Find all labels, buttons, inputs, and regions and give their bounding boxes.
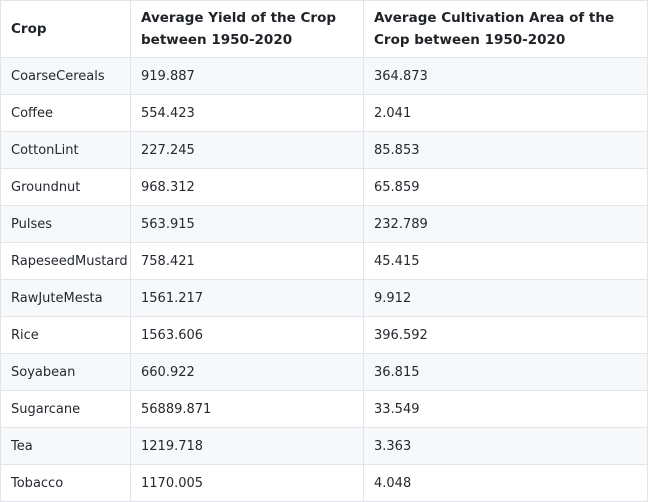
- yield-cell: 1170.005: [130, 464, 364, 502]
- yield-cell: 56889.871: [130, 390, 364, 428]
- crop-cell: RapeseedMustard: [0, 242, 131, 280]
- table-row: Sugarcane 56889.871 33.549: [0, 390, 648, 428]
- header-average-cultivation-area: Average Cultivation Area of the Crop bet…: [363, 0, 648, 58]
- header-average-yield: Average Yield of the Crop between 1950-2…: [130, 0, 364, 58]
- header-crop: Crop: [0, 0, 131, 58]
- table-row: CottonLint 227.245 85.853: [0, 131, 648, 169]
- table-row: Groundnut 968.312 65.859: [0, 168, 648, 206]
- area-cell: 232.789: [363, 205, 648, 243]
- area-cell: 36.815: [363, 353, 648, 391]
- table-row: Coffee 554.423 2.041: [0, 94, 648, 132]
- table-body: CoarseCereals 919.887 364.873 Coffee 554.423…: [0, 57, 648, 502]
- yield-cell: 554.423: [130, 94, 364, 132]
- table-row: RawJuteMesta 1561.217 9.912: [0, 279, 648, 317]
- crop-cell: Groundnut: [0, 168, 131, 206]
- yield-cell: 227.245: [130, 131, 364, 169]
- area-cell: 396.592: [363, 316, 648, 354]
- area-cell: 364.873: [363, 57, 648, 95]
- crop-cell: Tea: [0, 427, 131, 465]
- table-row: RapeseedMustard 758.421 45.415: [0, 242, 648, 280]
- yield-cell: 1563.606: [130, 316, 364, 354]
- area-cell: 33.549: [363, 390, 648, 428]
- crop-cell: CottonLint: [0, 131, 131, 169]
- crop-cell: Coffee: [0, 94, 131, 132]
- area-cell: 45.415: [363, 242, 648, 280]
- area-cell: 4.048: [363, 464, 648, 502]
- yield-cell: 919.887: [130, 57, 364, 95]
- area-cell: 2.041: [363, 94, 648, 132]
- yield-cell: 1561.217: [130, 279, 364, 317]
- table-header: Crop Average Yield of the Crop between 1…: [0, 0, 648, 58]
- table-row: Tobacco 1170.005 4.048: [0, 464, 648, 502]
- crop-cell: RawJuteMesta: [0, 279, 131, 317]
- table-row: Tea 1219.718 3.363: [0, 427, 648, 465]
- area-cell: 9.912: [363, 279, 648, 317]
- crop-cell: Pulses: [0, 205, 131, 243]
- yield-cell: 758.421: [130, 242, 364, 280]
- crop-cell: Sugarcane: [0, 390, 131, 428]
- yield-cell: 968.312: [130, 168, 364, 206]
- area-cell: 3.363: [363, 427, 648, 465]
- table-row: Soyabean 660.922 36.815: [0, 353, 648, 391]
- yield-cell: 660.922: [130, 353, 364, 391]
- crop-cell: Tobacco: [0, 464, 131, 502]
- yield-cell: 563.915: [130, 205, 364, 243]
- header-row: Crop Average Yield of the Crop between 1…: [0, 0, 648, 58]
- table-row: Rice 1563.606 396.592: [0, 316, 648, 354]
- area-cell: 65.859: [363, 168, 648, 206]
- yield-cell: 1219.718: [130, 427, 364, 465]
- table-row: Pulses 563.915 232.789: [0, 205, 648, 243]
- table-row: CoarseCereals 919.887 364.873: [0, 57, 648, 95]
- crop-cell: Soyabean: [0, 353, 131, 391]
- crop-cell: CoarseCereals: [0, 57, 131, 95]
- area-cell: 85.853: [363, 131, 648, 169]
- crop-cell: Rice: [0, 316, 131, 354]
